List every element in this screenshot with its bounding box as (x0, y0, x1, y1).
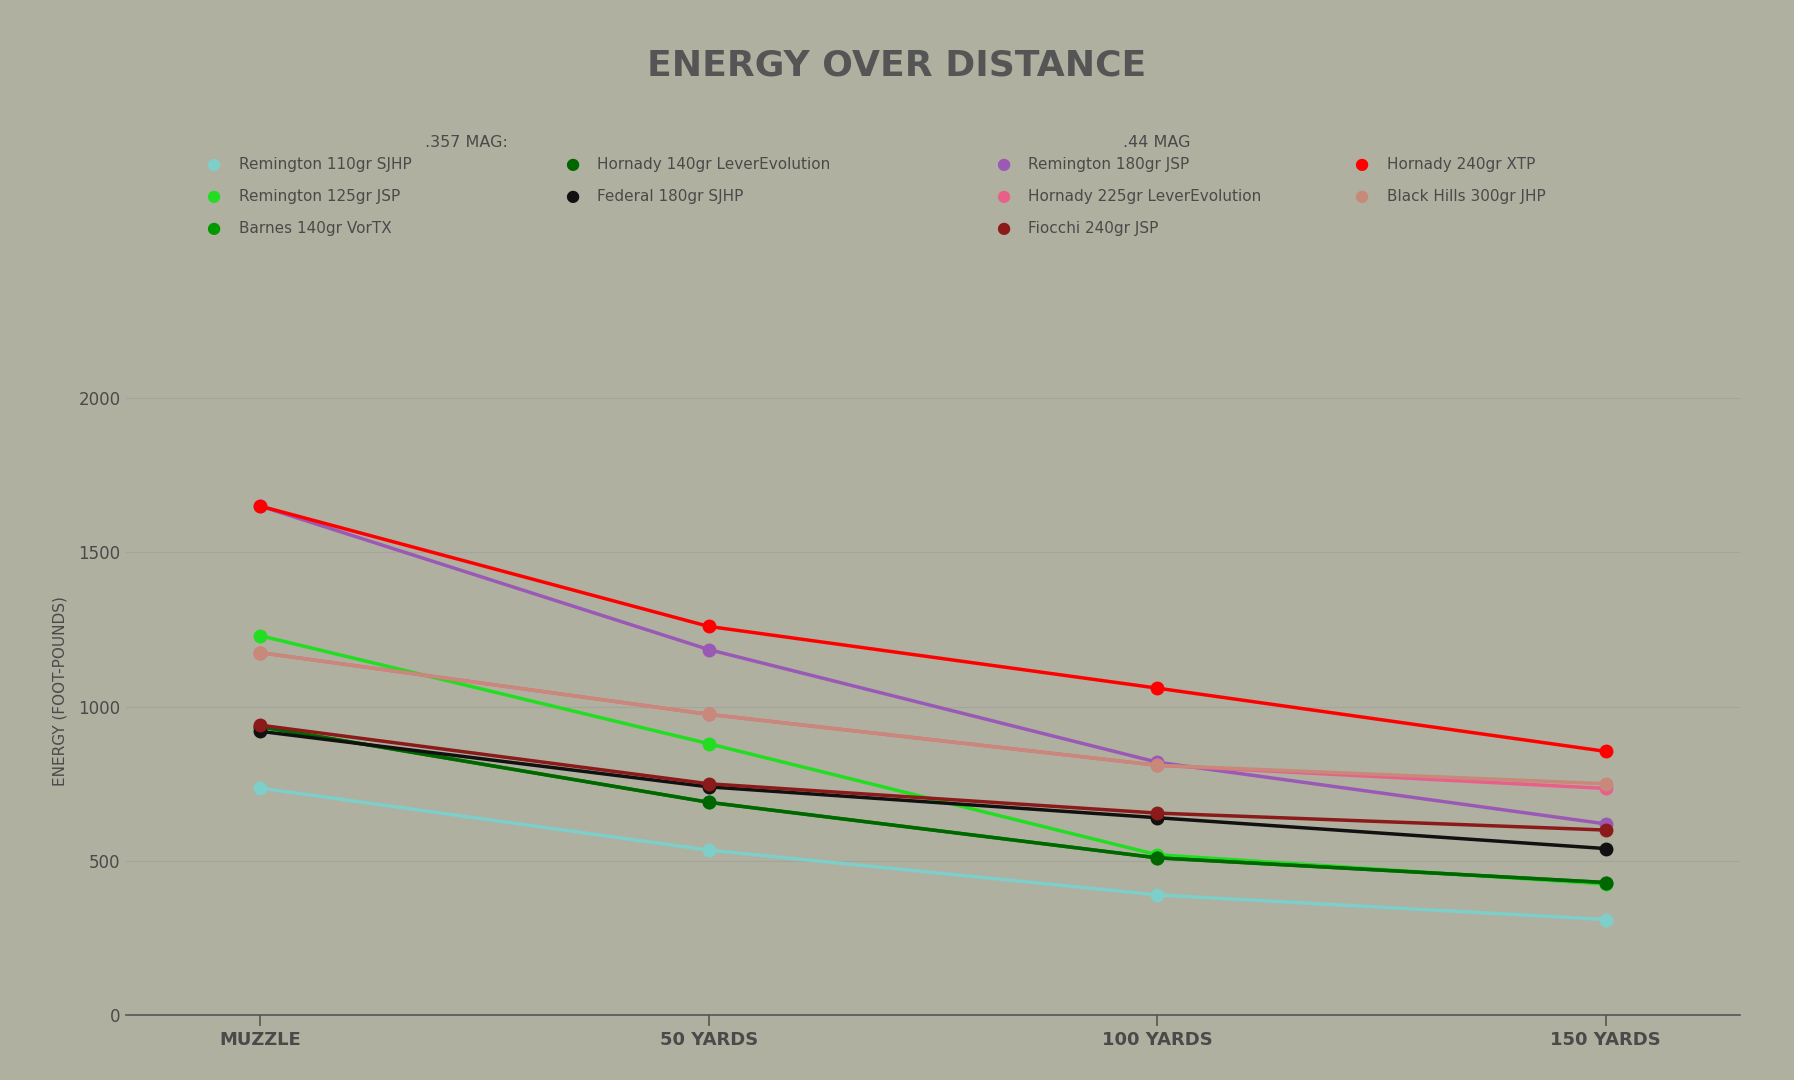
Text: Remington 125gr JSP: Remington 125gr JSP (239, 189, 400, 204)
Text: Black Hills 300gr JHP: Black Hills 300gr JHP (1387, 189, 1545, 204)
Text: Hornady 225gr LeverEvolution: Hornady 225gr LeverEvolution (1028, 189, 1261, 204)
Text: ●: ● (996, 221, 1010, 237)
Text: Federal 180gr SJHP: Federal 180gr SJHP (597, 189, 745, 204)
Text: ●: ● (565, 157, 579, 172)
Text: .357 MAG:: .357 MAG: (425, 135, 508, 150)
Text: Remington 110gr SJHP: Remington 110gr SJHP (239, 157, 411, 172)
Text: ENERGY OVER DISTANCE: ENERGY OVER DISTANCE (648, 49, 1146, 82)
Text: ●: ● (996, 189, 1010, 204)
Text: ●: ● (206, 157, 221, 172)
Text: Hornady 140gr LeverEvolution: Hornady 140gr LeverEvolution (597, 157, 831, 172)
Y-axis label: ENERGY (FOOT-POUNDS): ENERGY (FOOT-POUNDS) (52, 596, 68, 786)
Text: ●: ● (565, 189, 579, 204)
Text: Barnes 140gr VorTX: Barnes 140gr VorTX (239, 221, 391, 237)
Text: ●: ● (1354, 189, 1369, 204)
Text: ●: ● (1354, 157, 1369, 172)
Text: Fiocchi 240gr JSP: Fiocchi 240gr JSP (1028, 221, 1159, 237)
Text: Remington 180gr JSP: Remington 180gr JSP (1028, 157, 1189, 172)
Text: Hornady 240gr XTP: Hornady 240gr XTP (1387, 157, 1536, 172)
Text: ●: ● (996, 157, 1010, 172)
Text: ●: ● (206, 189, 221, 204)
Text: .44 MAG: .44 MAG (1123, 135, 1191, 150)
Text: ●: ● (206, 221, 221, 237)
